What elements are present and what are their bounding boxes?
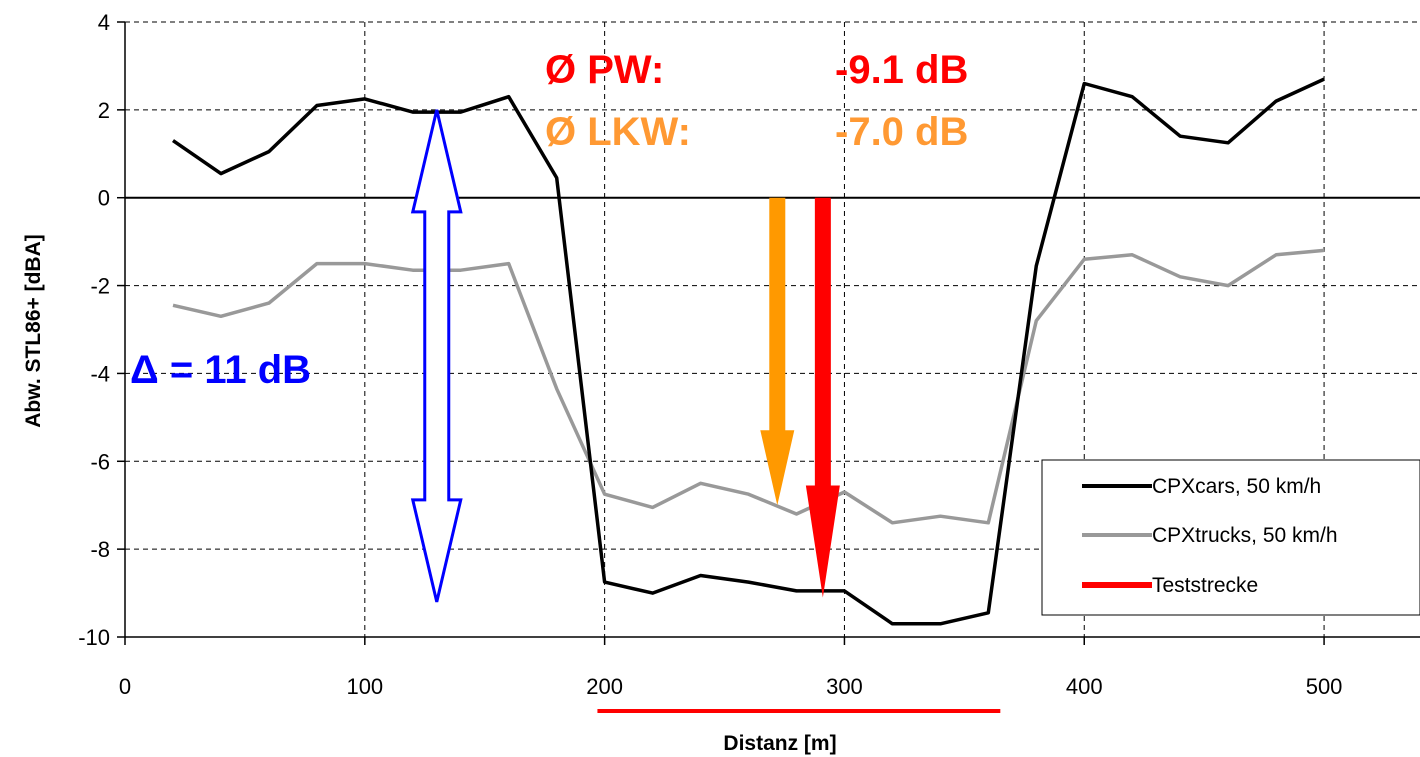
y-tick-label: 2: [98, 98, 110, 123]
series-line-trucks: [172, 248, 1325, 525]
pw-label: Ø PW:: [545, 48, 664, 92]
arrow-layer: [410, 109, 840, 603]
y-tick-label: -10: [78, 625, 110, 650]
x-tick-label: 300: [826, 674, 863, 699]
axis-layer: 4 2 0 -2 -4 -6 -8 -10 0 100 200 300 400 500: [78, 10, 1420, 713]
x-tick-label: 200: [586, 674, 623, 699]
lkw-value: -7.0 dB: [835, 110, 968, 154]
pw-value: -9.1 dB: [835, 48, 968, 92]
y-tick-label: -8: [90, 537, 110, 562]
series-line-cars: [172, 77, 1325, 626]
x-tick-label: 100: [346, 674, 383, 699]
y-tick-label: -2: [90, 274, 110, 299]
delta-double-arrow: [410, 109, 463, 603]
y-tick-label: -6: [90, 449, 110, 474]
x-tick-label: 500: [1306, 674, 1343, 699]
red-arrow: [805, 197, 840, 598]
legend: CPXcars, 50 km/h CPXtrucks, 50 km/h Test…: [1041, 459, 1420, 616]
y-tick-label: 0: [98, 186, 110, 211]
legend-label-teststrecke: Teststrecke: [1152, 574, 1258, 597]
delta-label: Δ = 11 dB: [130, 348, 311, 392]
lkw-label: Ø LKW:: [545, 110, 691, 154]
series-layer: [172, 77, 1325, 626]
y-tick-label: 4: [98, 10, 110, 35]
y-tick-label: -4: [90, 361, 110, 386]
legend-label-trucks: CPXtrucks, 50 km/h: [1152, 524, 1338, 547]
x-tick-label: 0: [119, 674, 131, 699]
x-axis-title: Distanz [m]: [723, 732, 836, 755]
orange-arrow: [760, 197, 795, 506]
y-axis-title: Abw. STL86+ [dBA]: [22, 234, 45, 427]
legend-label-cars: CPXcars, 50 km/h: [1152, 475, 1321, 498]
x-tick-label: 400: [1066, 674, 1103, 699]
